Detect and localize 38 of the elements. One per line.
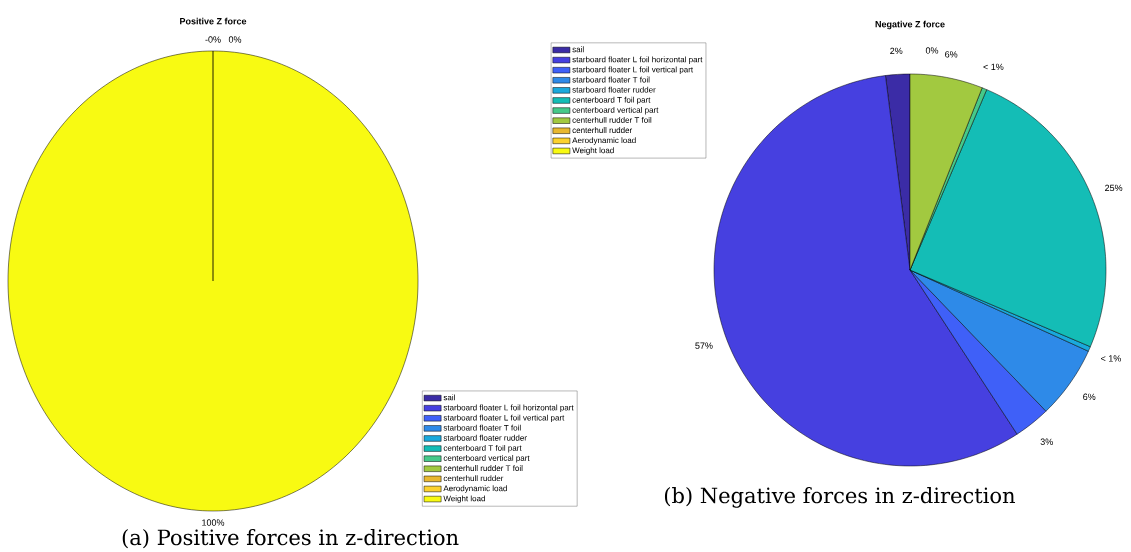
data-label: 6% [945,51,958,58]
legend-label: starboard floater L foil horizontal part [443,404,574,413]
legend-label: sail [572,46,584,53]
chart-title: Negative Z force [875,21,945,30]
data-label: < 1% [983,63,1004,71]
text: (a) Positive forces in z-direction [122,529,459,549]
legend-label: Aerodynamic load [443,485,507,493]
legend-label: sail [443,394,455,401]
legend-label: centerhull rudder [572,127,633,134]
text: (b) Negative forces in z-direction [664,487,1015,508]
text: -0% [205,36,221,43]
chart-title: Positive Z force [180,18,247,25]
data-label: < 1% [1100,355,1121,362]
legend-label: centerhull rudder T foil [572,117,652,124]
data-label: 6% [1083,393,1096,401]
data-label: 57% [695,342,713,350]
data-label: 100% [202,519,225,526]
legend-label: starboard floater T foil [572,76,650,83]
legend-label: centerboard T foil part [572,97,651,105]
legend-label: starboard floater L foil vertical part [572,66,694,75]
legend-label: centerboard T foil part [443,445,522,453]
data-label: 2% [890,47,903,55]
legend-label: centerhull rudder [443,475,504,482]
text: 0% [925,47,939,54]
legend-label: starboard floater T foil [443,424,521,431]
legend-label: starboard floater rudder [572,86,656,93]
data-label: 25% [1105,184,1123,192]
legend-label: starboard floater rudder [443,435,527,441]
legend-label: centerhull rudder T foil [443,465,523,472]
legend-label: centerboard vertical part [572,107,659,115]
legend-label: starboard floater L foil horizontal part [572,56,703,65]
data-label: 3% [1040,438,1053,446]
text: 0% [228,36,242,43]
legend-label: Weight load [443,495,485,504]
legend-label: starboard floater L foil vertical part [443,414,565,423]
legend-label: centerboard vertical part [443,455,530,463]
legend-label: Aerodynamic load [572,137,636,145]
legend-label: Weight load [572,147,614,155]
